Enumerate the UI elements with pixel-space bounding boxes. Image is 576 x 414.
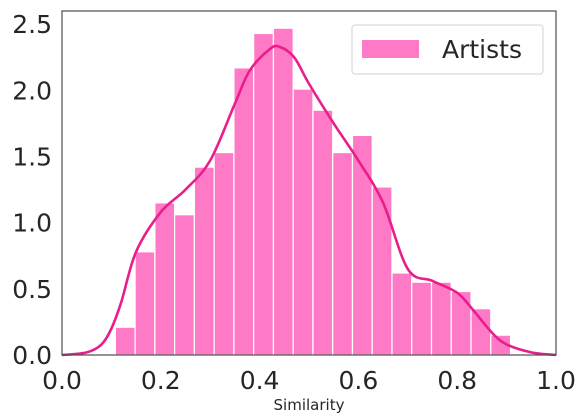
x-tick-labels: 0.0 0.2 0.4 0.6 0.8 1.0	[42, 366, 576, 395]
y-tick-label: 0.5	[12, 275, 52, 304]
histogram-bar	[392, 273, 412, 355]
x-axis-label: Similarity	[274, 396, 345, 414]
histogram-bar	[135, 252, 155, 355]
histogram-bar	[175, 215, 195, 355]
histogram-bar	[333, 153, 353, 355]
x-tick-label: 0.0	[42, 366, 82, 395]
histogram-bar	[273, 28, 293, 355]
x-tick-label: 0.2	[141, 366, 181, 395]
y-tick-labels: 0.0 0.5 1.0 1.5 2.0 2.5	[12, 10, 52, 370]
histogram-bar	[234, 68, 254, 355]
x-tick-label: 0.8	[437, 366, 477, 395]
histogram-bar	[313, 110, 333, 355]
histogram-bar	[194, 167, 214, 355]
y-tick-label: 0.0	[12, 341, 52, 370]
x-tick-label: 0.4	[240, 366, 280, 395]
histogram-bar	[471, 309, 491, 355]
y-tick-label: 2.0	[12, 76, 52, 105]
histogram-bar	[214, 153, 234, 355]
y-tick-label: 1.0	[12, 209, 52, 238]
histogram-bars	[115, 28, 510, 355]
y-tick-label: 2.5	[12, 10, 52, 39]
legend-label-artists: Artists	[442, 35, 522, 64]
histogram-bar	[115, 327, 135, 355]
histogram-bar	[155, 203, 175, 355]
histogram-bar	[293, 89, 313, 355]
y-tick-label: 1.5	[12, 143, 52, 172]
x-tick-label: 0.6	[339, 366, 379, 395]
histogram-bar	[372, 187, 392, 355]
legend: Artists	[352, 25, 543, 74]
histogram-bar	[451, 291, 471, 355]
histogram-bar	[412, 282, 432, 355]
histogram-bar	[254, 33, 274, 355]
x-tick-label: 1.0	[536, 366, 576, 395]
histogram-bar	[432, 282, 452, 355]
legend-swatch-artists	[362, 40, 419, 58]
